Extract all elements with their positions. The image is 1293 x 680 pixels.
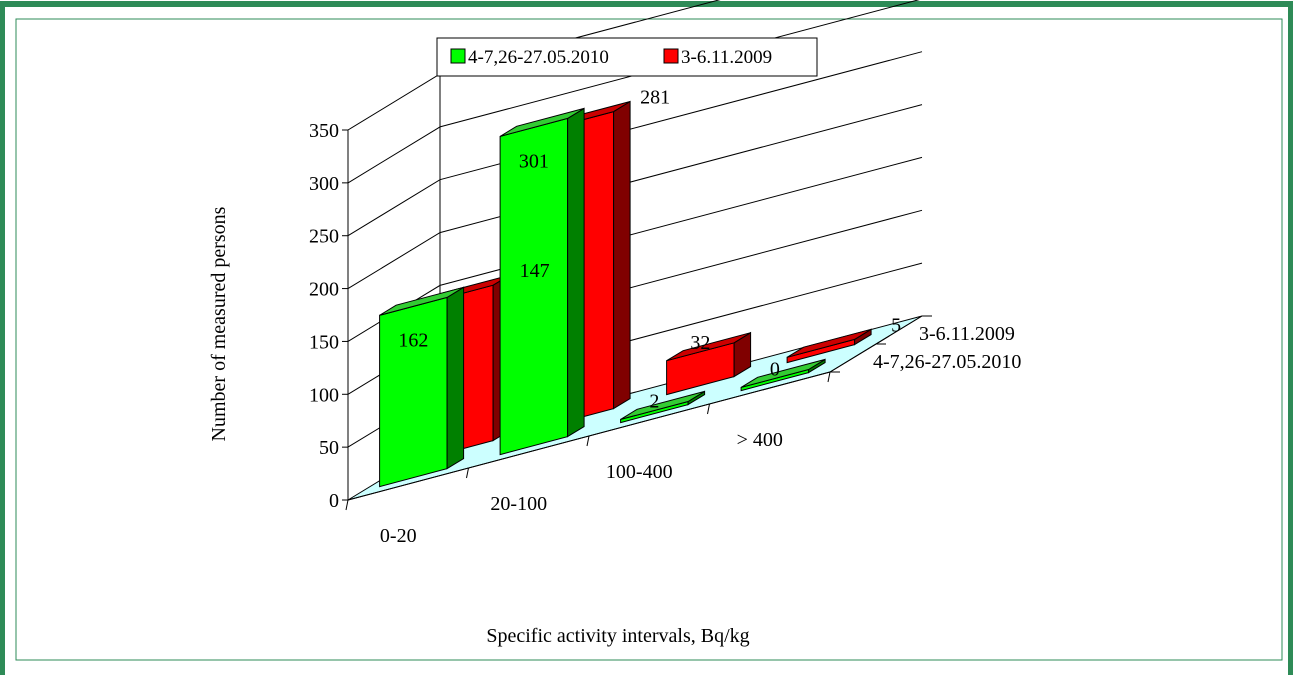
bar-green-0-front [379,296,448,488]
legend-swatch-2009 [663,48,679,64]
legend-swatch-2010 [450,48,466,64]
data-label: 162 [398,329,428,351]
bar-green-0-top [379,286,464,316]
y-tick-label: 200 [309,279,339,301]
bar-red-2-top [666,332,751,362]
data-labels: 147 281 32 5 162 301 2 0 [398,87,901,413]
bar-red-3-top [786,328,872,358]
data-label: 5 [891,314,901,336]
data-label: 2 [649,390,659,412]
x-tick-label: > 400 [737,429,783,451]
depth-tick-label: 4-7,26-27.05.2010 [873,351,1021,373]
x-tick-label: 0-20 [380,525,417,547]
bar-green-2-top [620,390,705,420]
bar-green-3-top [740,358,826,388]
y-tick-label: 350 [309,120,339,142]
x-tick [827,371,831,383]
x-tick [586,435,590,447]
data-label: 281 [640,87,670,109]
y-tick-label: 150 [309,331,339,353]
depth-tick-label: 3-6.11.2009 [919,323,1015,345]
data-label: 301 [519,150,549,172]
x-axis-title: Specific activity intervals, Bq/kg [486,625,749,647]
y-tick-label: 250 [309,226,339,248]
legend-label-2010: 4-7,26-27.05.2010 [468,47,609,68]
y-tick-label: 100 [309,384,339,406]
y-axis-title: Number of measured persons [208,206,230,441]
value-axis: 0 50 100 150 200 250 300 350 [309,120,349,512]
y-tick-label: 300 [309,173,339,195]
gridline [347,0,920,184]
bar-green-0-side [446,286,465,470]
data-label: 32 [690,332,710,354]
legend: 4-7,26-27.05.2010 3-6.11.2009 [436,37,818,77]
x-tick [466,467,469,479]
gridline [347,104,923,290]
category-axis: 0-20 20-100 100-400 > 400 [345,371,831,547]
data-label: 0 [770,358,780,380]
x-tick [345,499,349,511]
legend-label-2009: 3-6.11.2009 [681,47,772,68]
legend-box [436,37,818,77]
bars [379,100,872,488]
bar-red-1-side [613,100,631,410]
series-axis: 3-6.11.2009 4-7,26-27.05.2010 [829,315,1021,373]
bar-green-1-side [567,107,585,438]
bar-green-1-top [499,107,585,137]
x-tick-label: 100-400 [606,461,673,483]
y-tick-label: 0 [329,490,339,512]
x-tick [707,403,710,415]
plot-area-frame [15,18,1283,661]
y-tick-label: 50 [319,437,339,459]
data-label: 147 [520,260,550,282]
x-tick-label: 20-100 [490,493,547,515]
gridline [347,51,923,237]
